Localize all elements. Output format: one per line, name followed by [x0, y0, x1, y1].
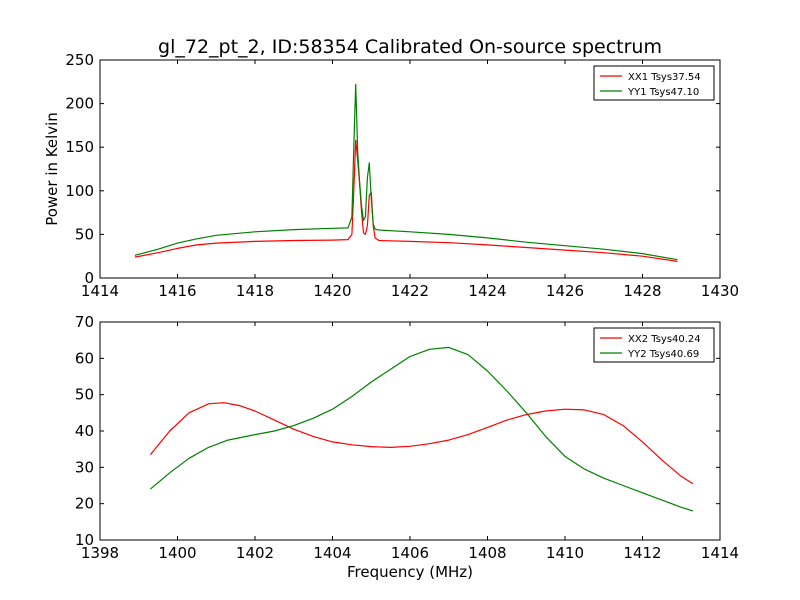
legend: XX2 Tsys40.24 YY2 Tsys40.69 — [593, 327, 715, 363]
bottom-spectrum-panel: 1398 1400 1402 1404 1406 1408 1410 1412 1414 10 20… — [75, 313, 739, 581]
x-tick-label: 1422 — [391, 282, 429, 300]
y-axis-label: Power in Kelvin — [43, 112, 61, 226]
legend-box — [593, 327, 715, 363]
x-tick-label: 1414 — [81, 282, 119, 300]
y-tick-label: 20 — [75, 495, 94, 513]
x-tick-label: 1420 — [313, 282, 351, 300]
x-tick-label: 1430 — [701, 282, 739, 300]
x-tick-label: 1398 — [81, 544, 119, 562]
y-tick-label: 10 — [75, 531, 94, 549]
chart-title: gl_72_pt_2, ID:58354 Calibrated On-sourc… — [158, 36, 662, 58]
x-tick-label: 1402 — [236, 544, 274, 562]
legend-label: XX1 Tsys37.54 — [628, 72, 701, 83]
y-tick-label: 200 — [65, 95, 94, 113]
legend-label: XX2 Tsys40.24 — [628, 334, 701, 345]
series-line-xx — [149, 402, 694, 485]
x-tick-label: 1412 — [623, 544, 661, 562]
legend-label: YY2 Tsys40.69 — [627, 349, 699, 360]
legend: XX1 Tsys37.54 YY1 Tsys47.10 — [593, 65, 715, 101]
x-tick-label: 1428 — [623, 282, 661, 300]
x-tick-label: 1424 — [468, 282, 506, 300]
x-tick-label: 1404 — [313, 544, 351, 562]
y-tick-label: 30 — [75, 458, 94, 476]
series-line-xx — [134, 139, 678, 262]
legend-label: YY1 Tsys47.10 — [627, 87, 699, 98]
x-tick-label: 1414 — [701, 544, 739, 562]
y-tick-label: 0 — [84, 269, 94, 287]
legend-box — [593, 65, 715, 101]
series-line-yy — [150, 346, 694, 512]
y-tick-label: 50 — [75, 225, 94, 243]
x-axis-label: Frequency (MHz) — [347, 563, 473, 581]
y-tick-label: 150 — [65, 138, 94, 156]
x-tick-label: 1416 — [158, 282, 196, 300]
y-tick-label: 250 — [65, 51, 94, 69]
x-tick-label: 1418 — [236, 282, 274, 300]
y-tick-label: 40 — [75, 422, 94, 440]
y-tick-label: 50 — [75, 386, 94, 404]
x-tick-label: 1406 — [391, 544, 429, 562]
x-tick-label: 1400 — [158, 544, 196, 562]
x-tick-label: 1408 — [468, 544, 506, 562]
y-tick-label: 100 — [65, 182, 94, 200]
x-tick-label: 1410 — [546, 544, 584, 562]
x-tick-label: 1426 — [546, 282, 584, 300]
y-tick-label: 70 — [75, 313, 94, 331]
series-line-yy — [134, 83, 678, 261]
top-spectrum-panel: 1414 1416 1418 1420 1422 1424 1426 1428 1430 0 50 1… — [43, 51, 739, 300]
y-tick-label: 60 — [75, 349, 94, 367]
